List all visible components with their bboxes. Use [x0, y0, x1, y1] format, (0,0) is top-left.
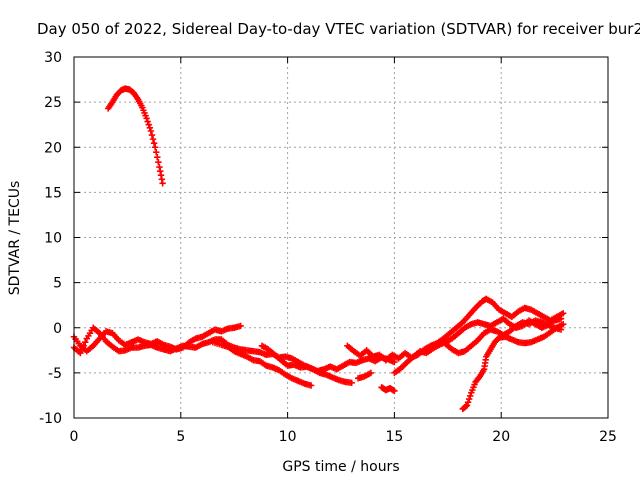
series-arc-h	[442, 315, 565, 357]
y-tick-label: 20	[44, 140, 62, 156]
data-point	[557, 315, 565, 322]
data-point	[151, 144, 159, 151]
data-point	[146, 124, 154, 132]
data-point	[78, 346, 86, 353]
data-point	[157, 167, 164, 175]
y-tick-label: -10	[39, 411, 62, 427]
series-arc-high-early	[104, 85, 166, 187]
data-point	[154, 153, 161, 161]
data-point	[150, 139, 158, 147]
y-tick-label: -5	[48, 366, 62, 382]
data-point	[391, 387, 398, 395]
data-point	[156, 163, 163, 171]
y-tick-label: 5	[53, 276, 62, 292]
x-axis-label: GPS time / hours	[282, 459, 399, 475]
data-point	[348, 379, 355, 387]
y-tick-label: 0	[53, 321, 62, 337]
series-arc-j	[354, 369, 375, 382]
data-point	[159, 180, 166, 187]
series-arc-i	[378, 384, 398, 395]
data-point	[307, 382, 315, 389]
data-point	[367, 369, 375, 377]
data-point	[153, 149, 160, 156]
x-tick-label: 5	[176, 429, 185, 445]
data-point	[82, 338, 89, 346]
data-point	[143, 115, 150, 122]
axis-ticks: 0 5 10 15 20 25 -10 -5 0 5 10 15 20 25 30	[39, 50, 617, 445]
data-point	[559, 310, 567, 317]
data-point	[391, 358, 398, 366]
data-point	[147, 127, 155, 135]
data-points	[70, 85, 567, 413]
series-arc-g	[459, 320, 567, 413]
y-axis-label: SDTVAR / TECUs	[7, 181, 23, 296]
y-tick-label: 25	[44, 95, 62, 111]
data-point	[148, 131, 156, 139]
data-point	[463, 402, 471, 409]
y-tick-label: 10	[44, 231, 62, 247]
data-point	[155, 158, 162, 166]
data-point	[465, 395, 473, 403]
data-point	[464, 399, 472, 406]
x-tick-label: 25	[599, 429, 617, 445]
chart-title: Day 050 of 2022, Sidereal Day-to-day VTE…	[37, 20, 640, 38]
data-point	[145, 121, 152, 128]
data-point	[158, 176, 166, 183]
x-tick-label: 20	[492, 429, 510, 445]
data-point	[80, 342, 87, 349]
x-tick-label: 10	[279, 429, 297, 445]
data-point	[237, 322, 244, 330]
y-tick-label: 15	[44, 185, 62, 201]
x-tick-label: 0	[70, 429, 79, 445]
plot-frame	[73, 56, 609, 419]
y-tick-label: 30	[44, 50, 62, 66]
series-arc-c	[209, 338, 315, 389]
data-point	[462, 403, 470, 410]
data-point	[467, 392, 474, 400]
data-point	[149, 135, 157, 143]
data-point	[157, 172, 165, 179]
data-point	[77, 349, 84, 357]
series-arc-d	[258, 342, 355, 387]
x-tick-label: 15	[385, 429, 403, 445]
data-point	[559, 320, 567, 328]
data-point	[144, 118, 151, 125]
